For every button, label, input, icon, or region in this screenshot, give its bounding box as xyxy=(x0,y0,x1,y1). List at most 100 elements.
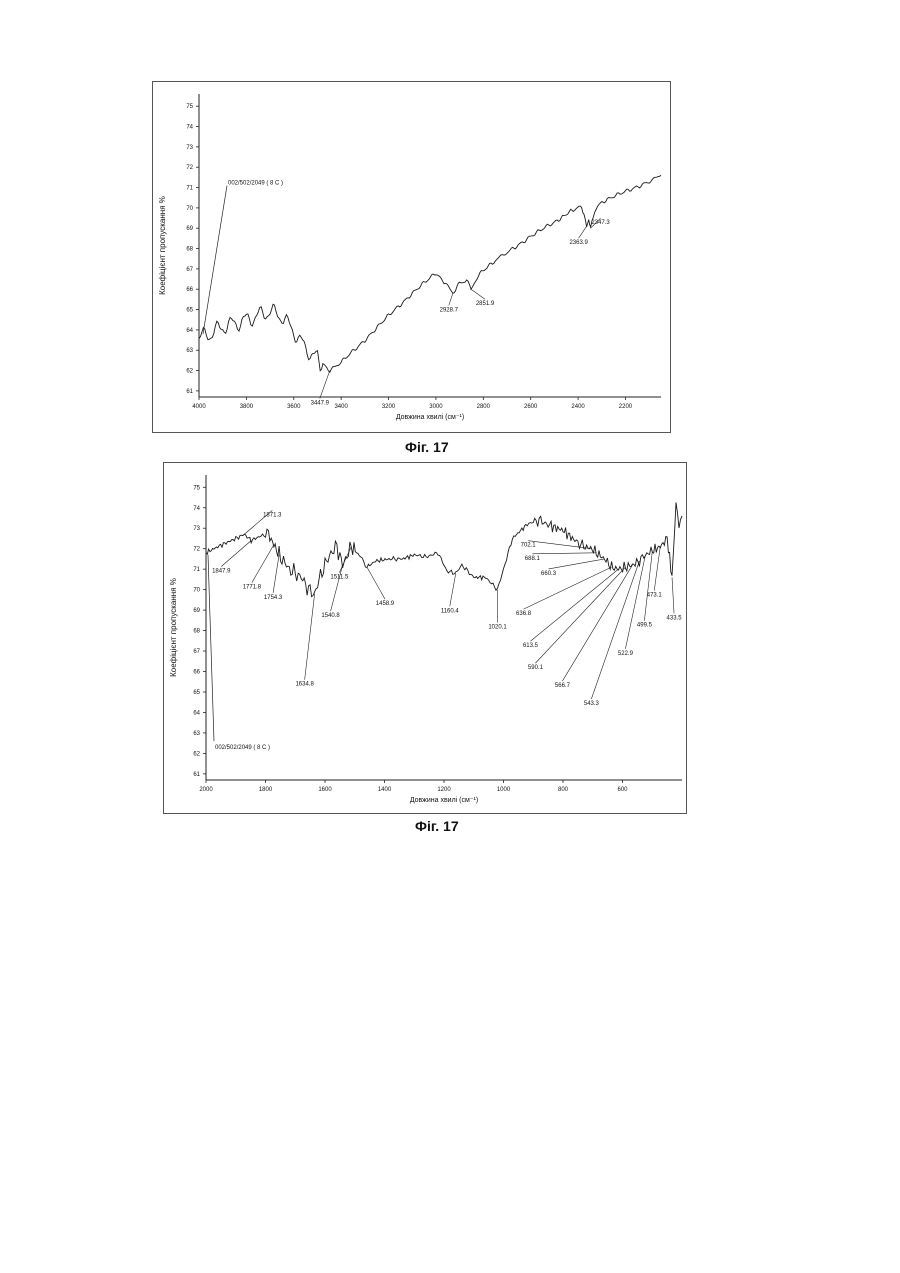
figure-caption-2: Фіг. 17 xyxy=(415,818,459,834)
peak-leader-line xyxy=(449,293,453,305)
x-tick-label: 600 xyxy=(617,787,628,793)
y-tick-label: 73 xyxy=(193,526,200,532)
y-tick-label: 75 xyxy=(186,104,193,110)
peak-label: 2363.9 xyxy=(569,240,588,246)
peak-leader-line xyxy=(273,555,279,593)
y-tick-label: 63 xyxy=(193,731,200,737)
series-label-leader xyxy=(208,555,214,741)
y-tick-label: 61 xyxy=(186,389,193,395)
series-name-label: 002/502/2049 ( 8 C ) xyxy=(228,181,283,187)
peak-label: 1458.9 xyxy=(376,601,395,607)
x-tick-label: 3800 xyxy=(240,404,254,410)
figure-caption-1: Фіг. 17 xyxy=(405,439,449,455)
peak-label: 522.9 xyxy=(618,651,634,657)
y-tick-label: 64 xyxy=(186,328,193,334)
y-tick-label: 71 xyxy=(186,186,193,192)
y-tick-label: 65 xyxy=(193,690,200,696)
y-tick-label: 61 xyxy=(193,772,200,778)
peak-label: 1160.4 xyxy=(441,608,460,614)
y-axis-label: Коефіцієнт пропускання % xyxy=(169,578,178,677)
peak-leader-line xyxy=(549,559,605,569)
peak-label: 433.5 xyxy=(667,615,683,621)
y-tick-label: 67 xyxy=(186,267,193,273)
x-tick-label: 2000 xyxy=(199,787,213,793)
peak-leader-line xyxy=(331,565,343,611)
x-tick-label: 2600 xyxy=(524,404,538,410)
peak-label: 1511.5 xyxy=(330,575,349,581)
peak-label: 2851.9 xyxy=(476,301,495,307)
peak-label: 1540.8 xyxy=(321,613,340,619)
y-tick-label: 70 xyxy=(186,206,193,212)
peak-label: 1754.3 xyxy=(264,595,283,601)
x-tick-label: 2800 xyxy=(477,404,491,410)
peak-label: 1634.8 xyxy=(295,682,314,688)
peak-leader-line xyxy=(530,569,618,641)
y-tick-label: 63 xyxy=(186,348,193,354)
peak-label: 473.1 xyxy=(647,593,663,599)
peak-label: 1771.8 xyxy=(243,585,262,591)
y-tick-label: 65 xyxy=(186,308,193,314)
x-tick-label: 2200 xyxy=(619,404,633,410)
spectrum-line xyxy=(199,175,661,372)
x-tick-label: 1000 xyxy=(497,787,511,793)
x-tick-label: 2400 xyxy=(571,404,585,410)
ir-spectrum-chart-1: 6162636465666768697071727374754000380036… xyxy=(153,82,670,432)
y-tick-label: 70 xyxy=(193,588,200,594)
x-tick-label: 1400 xyxy=(378,787,392,793)
x-tick-label: 800 xyxy=(558,787,569,793)
y-tick-label: 69 xyxy=(193,608,200,614)
peak-leader-line xyxy=(471,289,485,299)
peak-label: 1871.3 xyxy=(263,512,282,518)
y-tick-label: 74 xyxy=(193,506,200,512)
x-axis-label: Довжина хвилі (см⁻¹) xyxy=(396,413,464,421)
series-name-label: 002/502/2049 ( 8 C ) xyxy=(215,745,270,751)
peak-leader-line xyxy=(535,567,625,663)
chart-frame-2: 61 62 63 64 65 66 67 68 69 70 71 72 73 74 75 2000 1800 16… xyxy=(163,462,687,814)
y-tick-label: 73 xyxy=(186,145,193,151)
y-tick-label: 67 xyxy=(193,649,200,655)
peak-leader-line xyxy=(252,545,274,583)
x-axis-label: Довжина хвилі (см⁻¹) xyxy=(410,796,478,804)
peak-label: 590.1 xyxy=(528,665,544,671)
y-tick-label: 68 xyxy=(193,629,200,635)
y-tick-label: 74 xyxy=(186,125,193,131)
peak-leader-line xyxy=(654,547,660,591)
peak-leader-line xyxy=(644,551,652,621)
peak-leader-line xyxy=(305,594,315,680)
peak-leader-line xyxy=(532,553,596,554)
peak-label: 499.5 xyxy=(637,623,653,629)
y-tick-label: 64 xyxy=(193,710,200,716)
x-tick-label: 1600 xyxy=(318,787,332,793)
peak-label: 1847.9 xyxy=(212,569,231,575)
peak-label: 702.1 xyxy=(521,543,537,549)
y-tick-label: 69 xyxy=(186,226,193,232)
y-axis-label: Коефіцієнт пропускання % xyxy=(158,196,167,295)
y-tick-label: 66 xyxy=(193,670,200,676)
y-tick-label: 71 xyxy=(193,567,200,573)
peak-label: 613.5 xyxy=(523,643,539,649)
x-tick-label: 1200 xyxy=(437,787,451,793)
peak-label: 543.3 xyxy=(584,701,600,707)
peak-label: 636.8 xyxy=(516,611,532,617)
x-tick-label: 4000 xyxy=(192,404,206,410)
y-tick-label: 66 xyxy=(186,287,193,293)
peak-label: 566.7 xyxy=(555,683,571,689)
peak-leader-line xyxy=(591,561,639,699)
ir-spectrum-chart-2: 61 62 63 64 65 66 67 68 69 70 71 72 73 74 75 2000 1800 16… xyxy=(164,463,686,813)
x-tick-label: 3400 xyxy=(334,404,348,410)
peak-leader-line xyxy=(672,577,674,613)
y-tick-label: 72 xyxy=(186,165,193,171)
y-tick-label: 72 xyxy=(193,547,200,553)
x-tick-label: 3000 xyxy=(429,404,443,410)
x-tick-label: 3600 xyxy=(287,404,301,410)
peak-leader-line xyxy=(450,573,456,606)
peak-leader-line xyxy=(320,371,330,399)
y-tick-label: 75 xyxy=(193,485,200,491)
peak-label: 688.1 xyxy=(525,556,541,562)
peak-leader-line xyxy=(579,226,587,238)
peak-leader-line xyxy=(367,567,385,599)
y-tick-label: 68 xyxy=(186,247,193,253)
peak-label: 660.3 xyxy=(541,571,557,577)
x-tick-label: 1800 xyxy=(259,787,273,793)
y-tick-label: 62 xyxy=(193,751,200,757)
